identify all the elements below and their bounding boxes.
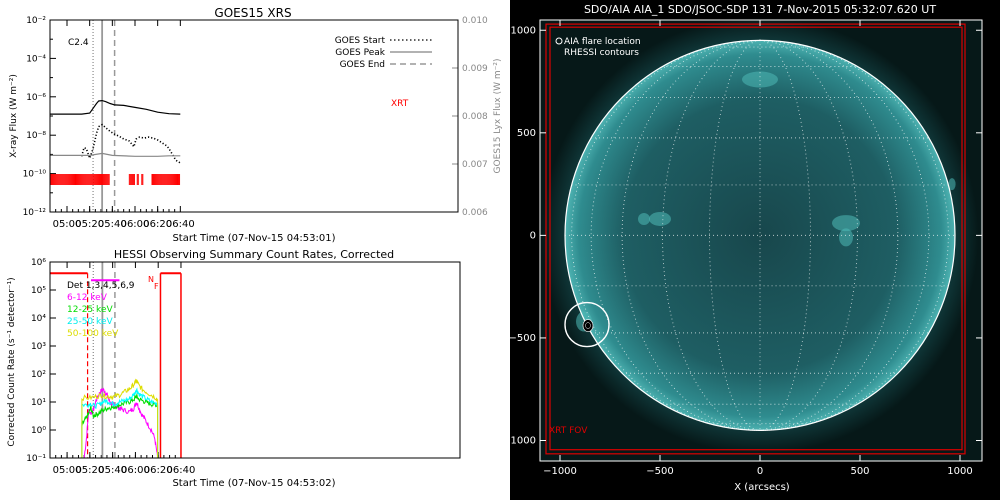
- hessi-ytick-label: 10²: [31, 370, 46, 380]
- aia-sun-disk: [565, 40, 955, 431]
- aia-image-layer: −1000 −500 0 500 1000 1000 500 0 −500 −1000: [502, 16, 983, 477]
- goes-y2tick-label: 0.007: [462, 160, 488, 170]
- aia-active-region: [742, 71, 778, 88]
- hessi-legend-25-50: 25-50 keV: [67, 317, 113, 327]
- goes-ylabel: X-ray Flux (W m⁻²): [9, 74, 19, 158]
- hessi-ytick-label: 10³: [31, 342, 46, 352]
- hessi-plot-frame: [49, 261, 461, 459]
- hessi-legend: Det 1,3,4,5,6,9 6-12 keV 12-25 keV 25-50…: [67, 281, 135, 339]
- hessi-series-2: [81, 387, 159, 458]
- aia-grid-meridian: [662, 39, 761, 431]
- goes-xtick-label: 05:20: [75, 219, 104, 230]
- aia-solar-limb: [564, 39, 956, 431]
- hessi-xtick-label: 05:40: [98, 465, 127, 476]
- aia-legend-marker: [555, 37, 563, 45]
- aia-active-region: [839, 228, 853, 247]
- aia-active-region: [649, 211, 671, 226]
- aia-xtick-label: −1000: [543, 466, 577, 477]
- aia-rhessi-contour: [585, 322, 591, 329]
- goes-legend-end: GOES End: [340, 60, 385, 70]
- hessi-legend-det: Det 1,3,4,5,6,9: [67, 281, 135, 291]
- aia-rhessi-contour: [582, 319, 594, 332]
- aia-active-region: [832, 215, 860, 232]
- hessi-ytick-label: 10¹: [31, 398, 46, 408]
- goes-ytick-label: 10⁻⁸: [26, 131, 46, 141]
- goes-series-1: [80, 123, 181, 164]
- aia-ytick-label: 0: [530, 230, 536, 241]
- aia-active-region: [638, 212, 650, 225]
- goes-xlabel: Start Time (07-Nov-15 04:53:01): [172, 233, 335, 244]
- hessi-xtick-label: 06:40: [167, 465, 196, 476]
- hessi-xlabel: Start Time (07-Nov-15 04:53:02): [172, 478, 335, 489]
- goes-xtick-label: 05:40: [98, 219, 127, 230]
- hessi-xtick-label: 06:00: [121, 465, 150, 476]
- goes-xtick-label: 06:40: [166, 219, 195, 230]
- aia-title: SDO/AIA AIA_1 SDO/JSOC-SDP 131 7-Nov-201…: [584, 3, 936, 16]
- goes-annotation: C2.4: [68, 38, 89, 48]
- goes-y2tick-label: 0.009: [462, 64, 488, 74]
- aia-xtick-label: 1000: [947, 466, 972, 477]
- hessi-legend-50-100: 50-100 keV: [67, 329, 119, 339]
- aia-ytick-label: −1000: [502, 435, 536, 446]
- goes-plot-frame: [49, 19, 459, 213]
- goes-y2label: GOES15 Lyx Flux (W m⁻²): [493, 59, 503, 174]
- hessi-ytick-label: 10⁴: [31, 314, 46, 324]
- goes-xrs-panel: GOES15 XRS 05:0005:2005:4006:0006:2006:4…: [9, 6, 503, 244]
- goes-legend: GOES Start GOES Peak GOES End: [335, 36, 432, 70]
- aia-active-region: [948, 178, 956, 191]
- hessi-xtick-label: 06:20: [144, 465, 173, 476]
- aia-fov-label: XRT FOV: [549, 426, 588, 436]
- aia-xlabel: X (arcsecs): [734, 482, 790, 493]
- hessi-flag-n: N: [148, 275, 154, 284]
- aia-ytick-label: 500: [517, 128, 536, 139]
- goes-xtick-label: 06:20: [143, 219, 172, 230]
- hessi-legend-12-25: 12-25 keV: [67, 305, 113, 315]
- aia-xrt-fov: [545, 23, 966, 455]
- hessi-ylabel: Corrected Count Rate (s⁻¹ detector⁻¹): [7, 277, 17, 446]
- goes-y2tick-label: 0.008: [462, 112, 488, 122]
- hessi-xtick-label: 05:20: [75, 465, 104, 476]
- aia-plot-frame: [539, 19, 983, 462]
- aia-helio-grid: [565, 39, 955, 431]
- hessi-ytick-label: 10⁰: [31, 426, 46, 436]
- goes-series-2: [50, 152, 181, 157]
- goes-legend-start: GOES Start: [335, 36, 386, 46]
- aia-ytick-label: 1000: [511, 25, 536, 36]
- aia-xtick-label: 0: [757, 466, 763, 477]
- hessi-xtick-label: 05:00: [53, 465, 82, 476]
- hessi-ytick-label: 10⁻¹: [26, 454, 46, 464]
- aia-panel: SDO/AIA AIA_1 SDO/JSOC-SDP 131 7-Nov-201…: [502, 0, 1000, 500]
- goes-y2tick-label: 0.006: [462, 208, 488, 218]
- goes-y2tick-label: 0.010: [462, 16, 488, 26]
- aia-xtick-label: −500: [646, 466, 673, 477]
- goes-xtick-label: 06:00: [121, 219, 150, 230]
- aia-legend-rhessi: RHESSI contours: [564, 48, 639, 58]
- goes-xtick-label: 05:00: [53, 219, 82, 230]
- hessi-title: HESSI Observing Summary Count Rates, Cor…: [114, 248, 394, 261]
- goes-ytick-label: 10⁻¹²: [23, 208, 47, 218]
- hessi-legend-6-12: 6-12 keV: [67, 293, 108, 303]
- hessi-series-3: [81, 378, 159, 458]
- goes-legend-peak: GOES Peak: [335, 48, 385, 58]
- hessi-panel: HESSI Observing Summary Count Rates, Cor…: [7, 248, 461, 489]
- goes-ytick-label: 10⁻¹⁰: [23, 170, 47, 180]
- goes-xrt-label: XRT: [391, 99, 409, 109]
- hessi-flag-f: F: [154, 282, 159, 291]
- aia-xtick-label: 500: [850, 466, 869, 477]
- hessi-ytick-label: 10⁶: [31, 258, 46, 268]
- goes-ytick-label: 10⁻⁴: [26, 54, 46, 64]
- aia-xrt-fov: [549, 26, 963, 451]
- goes-series-0: [50, 99, 181, 115]
- hessi-ytick-label: 10⁵: [31, 286, 46, 296]
- goes-title: GOES15 XRS: [214, 6, 291, 20]
- goes-ytick-label: 10⁻²: [26, 16, 46, 26]
- aia-grid-meridian: [759, 39, 858, 431]
- aia-ytick-label: −500: [509, 333, 536, 344]
- aia-flare-circle: [564, 301, 610, 348]
- aia-legend-flare: AIA flare location: [564, 37, 641, 47]
- goes-ytick-label: 10⁻⁶: [26, 93, 46, 103]
